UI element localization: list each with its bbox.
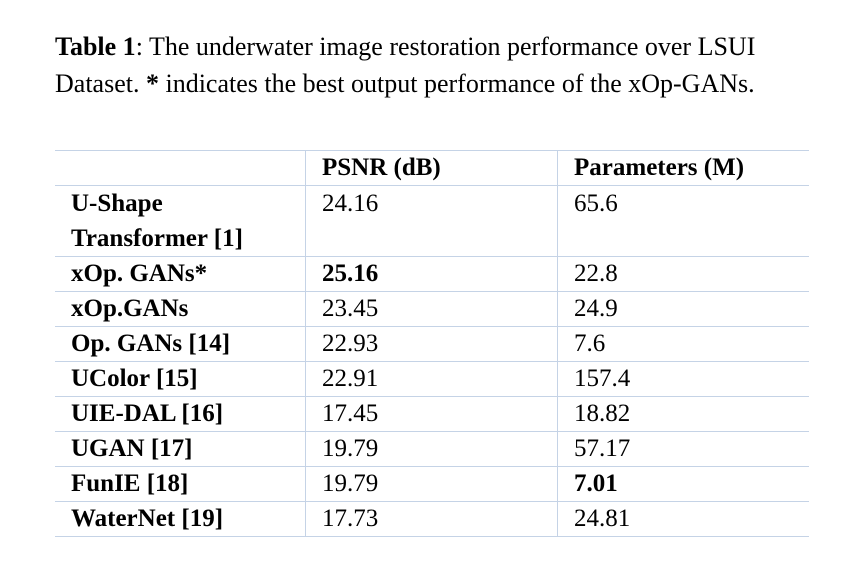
method-name: Op. GANs [14] xyxy=(55,326,306,362)
value-cell: 7.6 xyxy=(557,326,809,362)
caption: Table 1: The underwater image restoratio… xyxy=(55,28,815,102)
value-cell: 24.9 xyxy=(557,291,809,327)
value-cell: 19.79 xyxy=(305,431,558,467)
caption-text: : The underwater image restoration perfo… xyxy=(55,32,756,98)
header-cell: PSNR (dB) xyxy=(305,150,558,186)
results-table: PSNR (dB) Parameters (M) U-Shape Transfo… xyxy=(55,150,809,537)
method-name: U-Shape Transformer [1] xyxy=(55,185,306,257)
value-cell: 17.45 xyxy=(305,396,558,432)
method-name: UGAN [17] xyxy=(55,431,306,467)
table-row: xOp.GANs 23.45 24.9 xyxy=(55,291,809,327)
value-cell: 17.73 xyxy=(305,501,558,537)
method-name: WaterNet [19] xyxy=(55,501,306,537)
caption-label: Table 1 xyxy=(55,32,136,61)
table-row: UColor [15] 22.91 157.4 xyxy=(55,361,809,397)
value-cell: 22.8 xyxy=(557,256,809,292)
header-cell xyxy=(55,150,306,186)
value-cell: 22.93 xyxy=(305,326,558,362)
caption-mark: * xyxy=(145,69,159,98)
value-cell: 19.79 xyxy=(305,466,558,502)
table-row: UIE-DAL [16] 17.45 18.82 xyxy=(55,396,809,432)
value-cell: 22.91 xyxy=(305,361,558,397)
value-cell: 7.01 xyxy=(557,466,809,502)
table-row: Op. GANs [14] 22.93 7.6 xyxy=(55,326,809,362)
method-name: FunIE [18] xyxy=(55,466,306,502)
value-cell: 23.45 xyxy=(305,291,558,327)
value-cell: 18.82 xyxy=(557,396,809,432)
value-cell: 25.16 xyxy=(305,256,558,292)
value-cell: 157.4 xyxy=(557,361,809,397)
table-row: U-Shape Transformer [1] 24.16 65.6 xyxy=(55,185,809,257)
table-row: WaterNet [19] 17.73 24.81 xyxy=(55,501,809,537)
table-row: FunIE [18] 19.79 7.01 xyxy=(55,466,809,502)
table-row: UGAN [17] 19.79 57.17 xyxy=(55,431,809,467)
method-name: UIE-DAL [16] xyxy=(55,396,306,432)
value-cell: 24.16 xyxy=(305,185,558,257)
caption-text: indicates the best output performance of… xyxy=(158,69,755,98)
header-cell: Parameters (M) xyxy=(557,150,809,186)
method-name: xOp. GANs* xyxy=(55,256,306,292)
method-name: UColor [15] xyxy=(55,361,306,397)
method-name: xOp.GANs xyxy=(55,291,306,327)
table-body: U-Shape Transformer [1] 24.16 65.6 xOp. GAN… xyxy=(55,185,809,537)
value-cell: 24.81 xyxy=(557,501,809,537)
header-row: PSNR (dB) Parameters (M) xyxy=(55,150,809,186)
table-row: xOp. GANs* 25.16 22.8 xyxy=(55,256,809,292)
value-cell: 65.6 xyxy=(557,185,809,257)
value-cell: 57.17 xyxy=(557,431,809,467)
